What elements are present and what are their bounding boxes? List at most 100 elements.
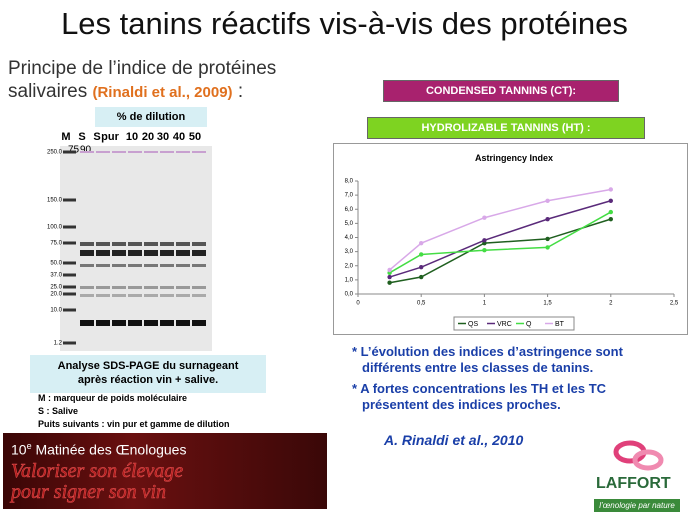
marker-band: [63, 285, 76, 289]
gel-band: [112, 286, 126, 289]
ht-box: HYDROLIZABLE TANNINS (HT) :: [367, 117, 645, 139]
marker-band: [63, 150, 76, 154]
point: [608, 198, 613, 203]
gel-band: [176, 320, 190, 326]
marker-label: 100.0: [47, 225, 63, 231]
bullet: présentent des indices proches.: [362, 397, 561, 412]
legend-label: Q: [526, 321, 532, 328]
legend-label: VRC: [497, 321, 512, 328]
logo-mark: [613, 440, 664, 471]
marker-band: [63, 308, 76, 312]
point: [608, 216, 613, 222]
slogan-line: pour signer son vin: [11, 481, 167, 503]
point: [482, 215, 487, 220]
x-tick-label: 2: [609, 301, 613, 307]
y-tick-label: 7,0: [345, 193, 354, 199]
gel-band: [176, 286, 190, 289]
marker-band: [63, 273, 76, 277]
marker-label: 10.0: [50, 308, 62, 314]
citation: (Rinaldi et al., 2009): [92, 84, 233, 101]
gel-band: [96, 320, 110, 326]
note: Puits suivants : vin pur et gamme de dil…: [38, 419, 230, 429]
gel-band: [112, 294, 126, 297]
gel-band: [176, 294, 190, 297]
intro: Principe de l’indice de protéines: [8, 58, 277, 79]
gel-band: [176, 264, 190, 267]
marker-label: 50.0: [50, 261, 62, 267]
lane-label: 20: [142, 131, 154, 143]
intro: :: [237, 81, 244, 102]
lane-sublabel: 90: [80, 145, 92, 156]
gel-band: [144, 250, 158, 256]
marker-band: [63, 241, 76, 245]
gel-band: [192, 320, 206, 326]
lane-sublabel: 75: [68, 145, 80, 156]
lane-label: S: [78, 131, 85, 143]
marker-band: [63, 341, 76, 345]
y-tick-label: 0,0: [345, 292, 354, 298]
point: [482, 238, 487, 243]
marker-band: [63, 198, 76, 202]
y-tick-label: 4,0: [345, 235, 354, 241]
lane-label: 30: [157, 131, 169, 143]
gel-band: [96, 286, 110, 289]
gel-bg: [60, 146, 212, 351]
marker-label: 1.2: [54, 341, 63, 347]
logo-name: LAFFORT: [596, 475, 671, 492]
legend-label: BT: [555, 321, 565, 328]
chart: Astringency Index 0,0 1,0 2,0 3,0 4,0 5,0 6,0 7…: [333, 143, 688, 335]
legend-box: [453, 316, 575, 331]
ct-box: CONDENSED TANNINS (CT):: [383, 80, 619, 102]
dilution-header: % de dilution: [95, 107, 207, 127]
gel-band: [160, 250, 174, 256]
lane-label: 40: [173, 131, 185, 143]
reference: A. Rinaldi et al., 2010: [384, 432, 524, 448]
x-tick-label: 1: [483, 301, 487, 307]
gel-band: [80, 250, 94, 256]
slogan-line: Valoriser son élevage: [11, 460, 184, 482]
gel-band: [160, 264, 174, 267]
point: [387, 274, 392, 280]
lane-label: pur: [101, 131, 119, 143]
point: [482, 248, 487, 253]
intro: salivaires (Rinaldi et al., 2009) :: [8, 81, 243, 103]
marker-label: 25.0: [50, 285, 62, 291]
point: [419, 240, 424, 246]
gel-caption: Analyse SDS-PAGE du surnageant après réac…: [30, 355, 266, 393]
gel-band: [128, 320, 142, 326]
banner-sup: e: [26, 441, 32, 451]
x-tick-label: 0,5: [417, 301, 426, 307]
gel-band: [96, 151, 110, 153]
y-tick-label: 8,0: [345, 179, 354, 185]
y-tick-label: 3,0: [345, 249, 354, 255]
point: [545, 245, 550, 250]
point: [387, 280, 392, 285]
x-tick-label: 0: [356, 301, 360, 307]
gel-band: [144, 264, 158, 267]
gel-band: [112, 264, 126, 267]
gel-band: [96, 242, 110, 246]
gel-band: [176, 242, 190, 246]
gel-band: [80, 294, 94, 297]
lane-label: 10: [126, 131, 138, 143]
gel-band: [128, 294, 142, 297]
lane-label: S: [93, 131, 100, 143]
x-tick-label: 1,5: [543, 301, 552, 307]
gel-band: [192, 242, 206, 246]
notes: M : marqueur de poids moléculaire S : Sal…: [38, 392, 230, 431]
caption-line: Analyse SDS-PAGE du surnageant: [57, 360, 239, 372]
marker-label: 250.0: [47, 150, 63, 156]
bullet: différents entre les classes de tanins.: [362, 360, 594, 375]
legend-label: QS: [468, 321, 478, 328]
point: [545, 198, 550, 203]
point: [608, 209, 613, 215]
caption-line: après réaction vin + salive.: [77, 374, 219, 386]
gel-band: [176, 151, 190, 153]
chart-title: Astringency Index: [475, 153, 553, 163]
gel-band: [176, 250, 190, 256]
marker-band: [63, 292, 76, 296]
marker-label: 20.0: [50, 292, 62, 298]
gel-band: [160, 320, 174, 326]
marker-band: [63, 261, 76, 265]
gel-band: [80, 286, 94, 289]
